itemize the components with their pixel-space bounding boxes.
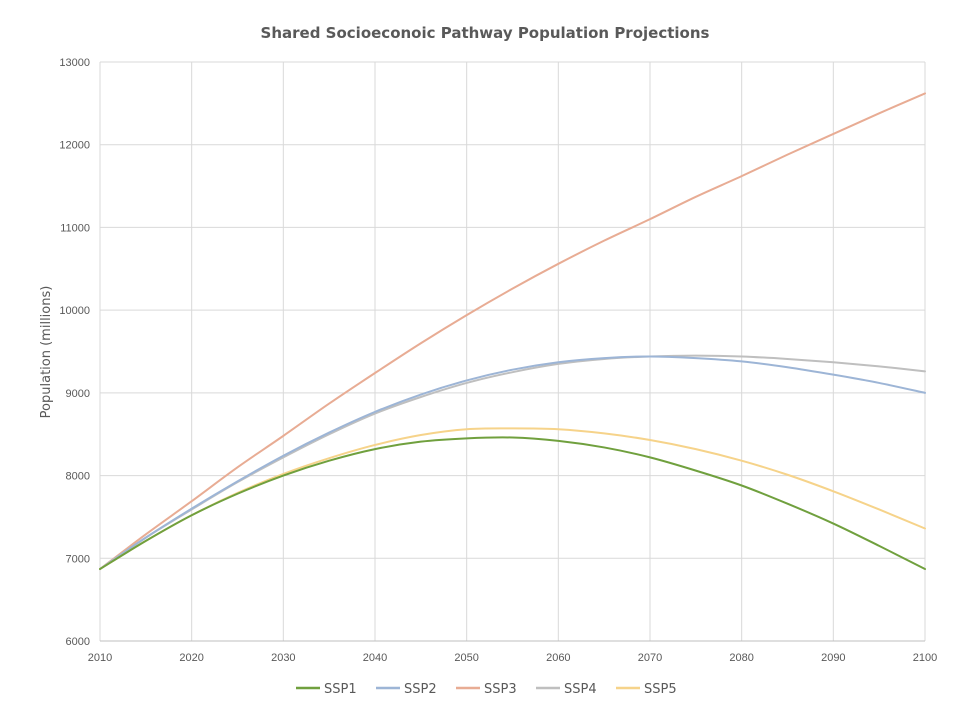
legend-item-ssp1: SSP1	[296, 682, 357, 697]
series-line-ssp1	[99, 436, 926, 571]
x-tick-label: 2030	[271, 652, 295, 664]
legend-item-ssp2: SSP2	[376, 682, 437, 697]
y-tick-label: 12000	[59, 140, 90, 152]
x-tick-label: 2080	[729, 652, 753, 664]
y-tick-label: 8000	[66, 471, 90, 483]
series-line-ssp5	[99, 427, 926, 571]
legend: SSP1 SSP2 SSP3 SSP4 SSP5	[296, 682, 677, 697]
series-line-ssp4	[99, 354, 926, 571]
y-tick-label: 13000	[59, 57, 90, 69]
legend-item-ssp4: SSP4	[536, 682, 597, 697]
x-tick-label: 2050	[454, 652, 478, 664]
series-lines	[99, 92, 926, 571]
y-tick-label: 11000	[60, 222, 90, 234]
legend-label: SSP1	[324, 682, 357, 697]
x-tick-label: 2100	[913, 652, 937, 664]
y-tick-label: 6000	[66, 636, 90, 648]
y-tick-label: 9000	[66, 388, 90, 400]
y-tick-label: 7000	[66, 553, 90, 565]
tick-labels: 6000 7000 8000 9000 10000 11000 12000 13000 2010…	[59, 57, 937, 664]
x-tick-label: 2040	[363, 652, 387, 664]
legend-label: SSP4	[564, 682, 597, 697]
y-tick-label: 10000	[59, 305, 90, 317]
chart-title: Shared Socioeconoic Pathway Population P…	[260, 24, 710, 42]
x-tick-label: 2020	[179, 652, 203, 664]
legend-item-ssp5: SSP5	[616, 682, 677, 697]
legend-item-ssp3: SSP3	[456, 682, 517, 697]
x-tick-label: 2070	[638, 652, 662, 664]
legend-label: SSP2	[404, 682, 437, 697]
x-tick-label: 2010	[88, 652, 112, 664]
x-tick-label: 2060	[546, 652, 570, 664]
series-line-ssp3	[99, 92, 926, 571]
x-tick-label: 2090	[821, 652, 845, 664]
legend-label: SSP3	[484, 682, 517, 697]
legend-label: SSP5	[644, 682, 677, 697]
series-line-ssp2	[99, 355, 926, 571]
y-axis-title: Population (millions)	[39, 286, 54, 419]
